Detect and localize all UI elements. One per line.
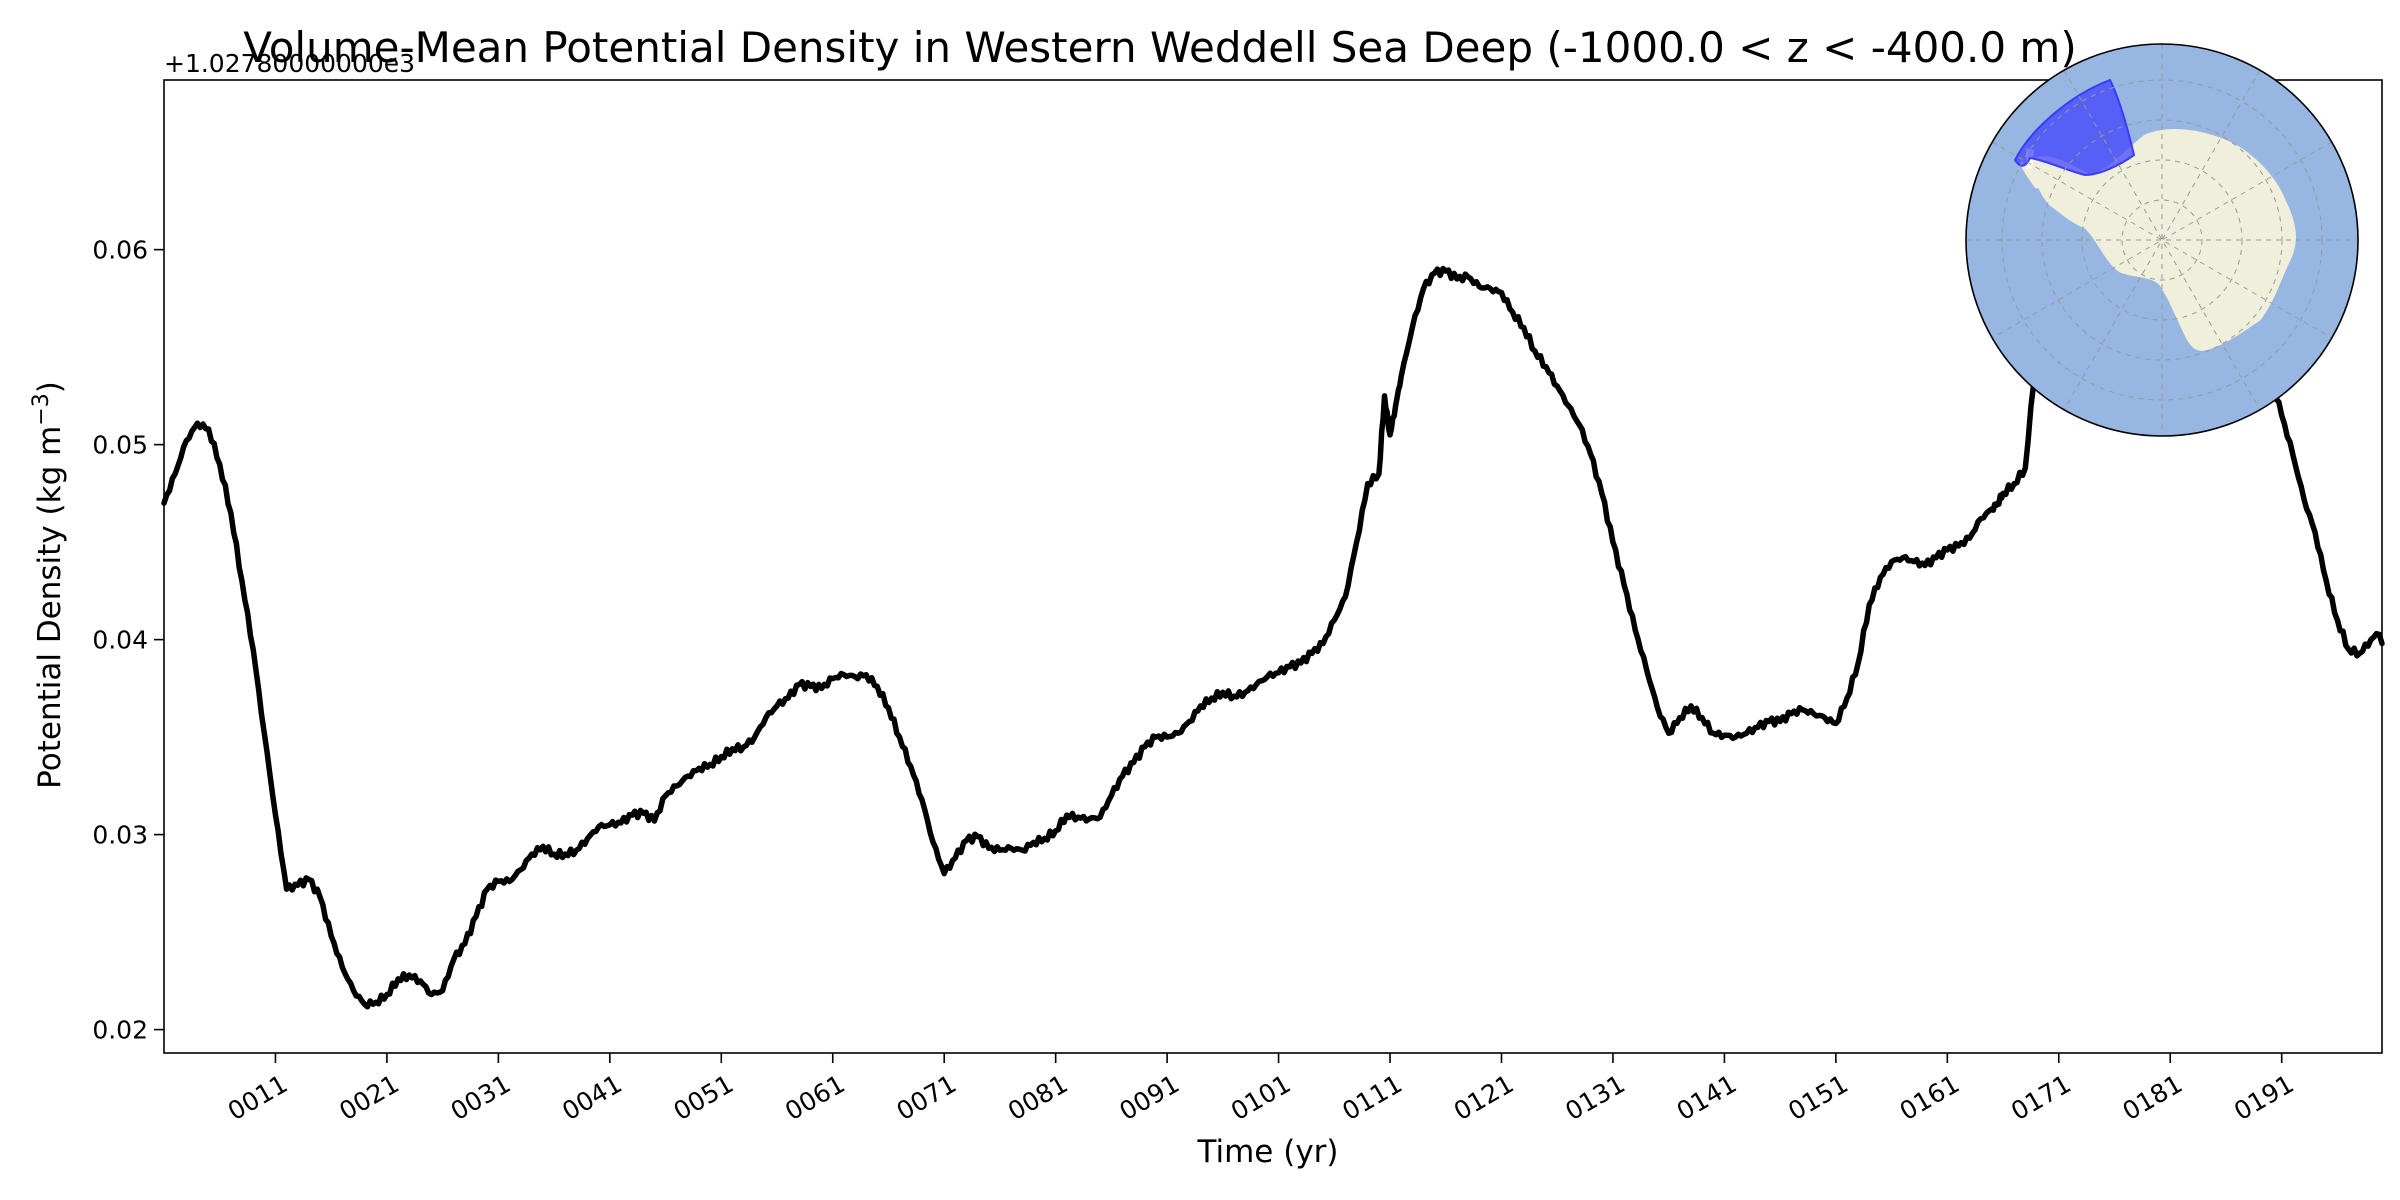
density-line	[161, 203, 2385, 1010]
x-axis-label: Time (yr)	[1197, 1134, 1339, 1170]
y-axis-label-exponent: −3	[29, 393, 54, 425]
map-latitude-circle	[2081, 159, 2243, 321]
inset-map	[1965, 43, 2359, 437]
map-latitude-circle	[2121, 199, 2203, 281]
y-axis-label-close: )	[32, 381, 68, 393]
antarctica-landmass	[2029, 129, 2296, 351]
y-tick-label: 0.04	[92, 626, 148, 655]
y-offset-label: +1.02780000000e3	[164, 49, 415, 78]
map-border	[1965, 43, 2359, 437]
plot-frame	[163, 79, 2383, 1054]
map-graticule	[1966, 44, 2358, 436]
y-axis-label-main: Potential Density (kg m	[32, 426, 68, 789]
data-series	[161, 203, 2385, 1010]
y-tick-label: 0.02	[92, 1016, 148, 1045]
y-tick-label: 0.03	[92, 821, 148, 850]
y-axis-ticks: 0.02 0.03 0.04 0.05 0.06	[92, 236, 164, 1045]
y-tick-label: 0.06	[92, 236, 148, 265]
map-latitude-circle	[2001, 79, 2323, 401]
map-latitude-circle	[2041, 119, 2283, 361]
chart-title: Volume-Mean Potential Density in Western…	[243, 23, 2077, 72]
y-axis-label: Potential Density (kg m−3)	[29, 381, 68, 789]
y-tick-label: 0.05	[92, 431, 148, 460]
weddell-sea-region	[2013, 78, 2136, 177]
